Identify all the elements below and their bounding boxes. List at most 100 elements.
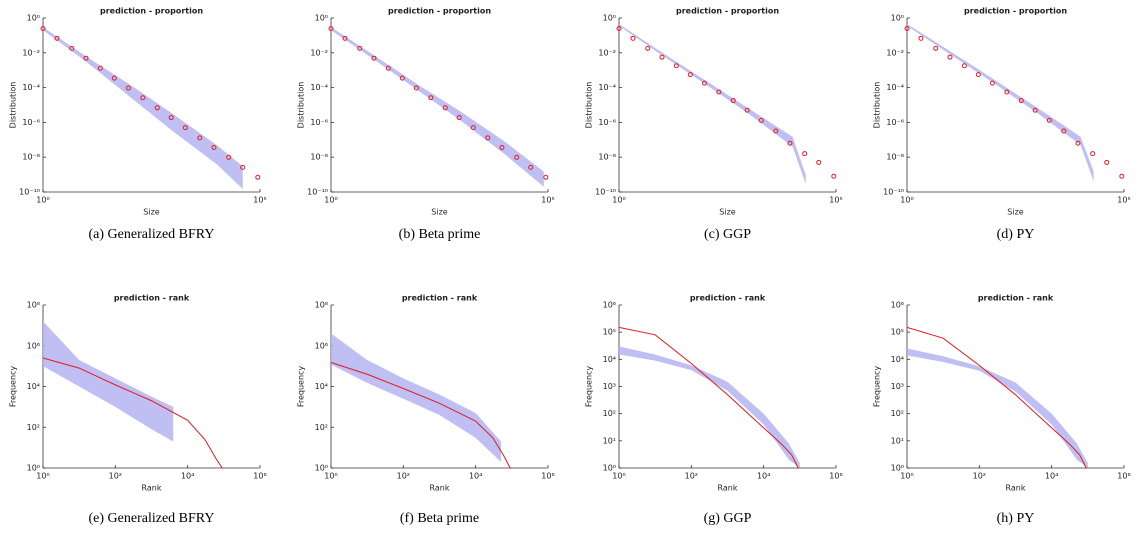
data-point <box>255 174 261 180</box>
chart-title: prediction - proportion <box>100 7 203 16</box>
y-tick-label: 10⁻⁴ <box>310 83 328 92</box>
data-point <box>54 35 60 41</box>
x-tick-label: 10⁶ <box>1117 472 1130 481</box>
y-tick-label: 10⁰ <box>891 14 904 23</box>
y-tick-label: 10⁻⁸ <box>886 153 904 162</box>
prediction-band <box>43 27 243 189</box>
y-tick-label: 10⁴ <box>27 382 40 391</box>
x-axis-label: Size <box>143 208 160 217</box>
data-point <box>904 25 910 31</box>
y-axis-label: Frequency <box>873 366 882 408</box>
data-point <box>1104 159 1110 165</box>
x-tick-label: 10⁰ <box>900 472 913 481</box>
data-point <box>197 135 203 141</box>
data-point <box>240 164 246 170</box>
y-tick-label: 10³ <box>603 382 616 391</box>
data-point <box>989 80 995 86</box>
y-tick-label: 10² <box>315 423 328 432</box>
y-tick-label: 10² <box>603 409 616 418</box>
x-axis-label: Rank <box>718 484 738 493</box>
prediction-band <box>619 24 806 184</box>
caption: (f) Beta prime <box>400 511 479 526</box>
y-tick-label: 10⁻⁴ <box>22 83 40 92</box>
data-point <box>40 25 46 31</box>
chart-title: prediction - rank <box>114 294 190 303</box>
x-axis-label: Size <box>431 208 448 217</box>
y-tick-label: 10⁻⁶ <box>598 118 616 127</box>
x-tick-label: 10⁶ <box>253 472 266 481</box>
data-line <box>618 326 800 469</box>
data-point <box>456 115 462 121</box>
data-point <box>140 95 146 101</box>
prediction-band <box>907 24 1094 182</box>
data-point <box>1075 140 1081 146</box>
y-tick-label: 10⁻² <box>310 48 328 57</box>
data-point <box>428 95 434 101</box>
y-tick-label: 10⁻¹⁰ <box>595 188 616 197</box>
y-tick-label: 10⁻² <box>598 48 616 57</box>
y-axis-label: Frequency <box>297 366 306 408</box>
caption: (h) PY <box>997 511 1035 526</box>
caption: (a) Generalized BFRY <box>89 227 215 242</box>
x-tick-label: 10⁰ <box>324 196 337 205</box>
y-tick-label: 10⁵ <box>891 328 904 337</box>
y-tick-label: 10⁶ <box>603 301 616 310</box>
data-point <box>168 115 174 121</box>
x-tick-label: 10² <box>685 472 698 481</box>
y-tick-label: 10⁻¹⁰ <box>307 188 328 197</box>
data-point <box>975 72 981 78</box>
y-tick-label: 10⁻² <box>886 48 904 57</box>
data-point <box>1004 89 1010 95</box>
data-point <box>716 89 722 95</box>
data-point <box>83 55 89 61</box>
y-tick-label: 10⁵ <box>603 328 616 337</box>
x-tick-label: 10² <box>973 472 986 481</box>
data-point <box>442 105 448 111</box>
y-tick-label: 10⁴ <box>603 355 616 364</box>
x-axis-label: Rank <box>142 484 162 493</box>
data-point <box>485 135 491 141</box>
data-point <box>744 107 750 113</box>
y-tick-label: 10³ <box>891 382 904 391</box>
data-point <box>730 98 736 104</box>
y-tick-label: 10⁰ <box>315 14 328 23</box>
y-tick-label: 10⁸ <box>315 301 328 310</box>
data-point <box>816 159 822 165</box>
data-point <box>69 45 75 51</box>
data-point <box>1032 107 1038 113</box>
y-axis-label: Frequency <box>585 366 594 408</box>
data-point <box>831 173 837 179</box>
chart-title: prediction - proportion <box>388 7 491 16</box>
x-tick-label: 10² <box>397 472 410 481</box>
data-point <box>514 154 520 160</box>
data-point <box>1090 151 1096 157</box>
x-tick-label: 10⁴ <box>469 472 482 481</box>
x-tick-label: 10⁵ <box>829 196 842 205</box>
x-tick-label: 10⁴ <box>1045 472 1058 481</box>
data-point <box>357 45 363 51</box>
data-line <box>42 357 224 469</box>
data-point <box>528 164 534 170</box>
data-point <box>154 105 160 111</box>
x-tick-label: 10⁵ <box>541 196 554 205</box>
data-point <box>787 140 793 146</box>
y-axis-label: Distribution <box>9 82 18 129</box>
y-tick-label: 10⁻⁸ <box>310 153 328 162</box>
x-tick-label: 10⁰ <box>612 472 625 481</box>
data-point <box>328 25 334 31</box>
data-point <box>630 35 636 41</box>
x-tick-label: 10⁶ <box>829 472 842 481</box>
data-point <box>659 54 665 60</box>
y-axis-label: Distribution <box>585 82 594 129</box>
data-point <box>125 85 131 91</box>
caption: (b) Beta prime <box>399 227 481 242</box>
y-axis-label: Distribution <box>873 82 882 129</box>
y-tick-label: 10⁰ <box>315 464 328 473</box>
x-tick-label: 10² <box>109 472 122 481</box>
y-tick-label: 10⁰ <box>603 464 616 473</box>
chart-title: prediction - proportion <box>964 7 1067 16</box>
data-point <box>616 25 622 31</box>
y-tick-label: 10⁻⁸ <box>22 153 40 162</box>
chart-title: prediction - proportion <box>676 7 779 16</box>
x-tick-label: 10⁰ <box>612 196 625 205</box>
